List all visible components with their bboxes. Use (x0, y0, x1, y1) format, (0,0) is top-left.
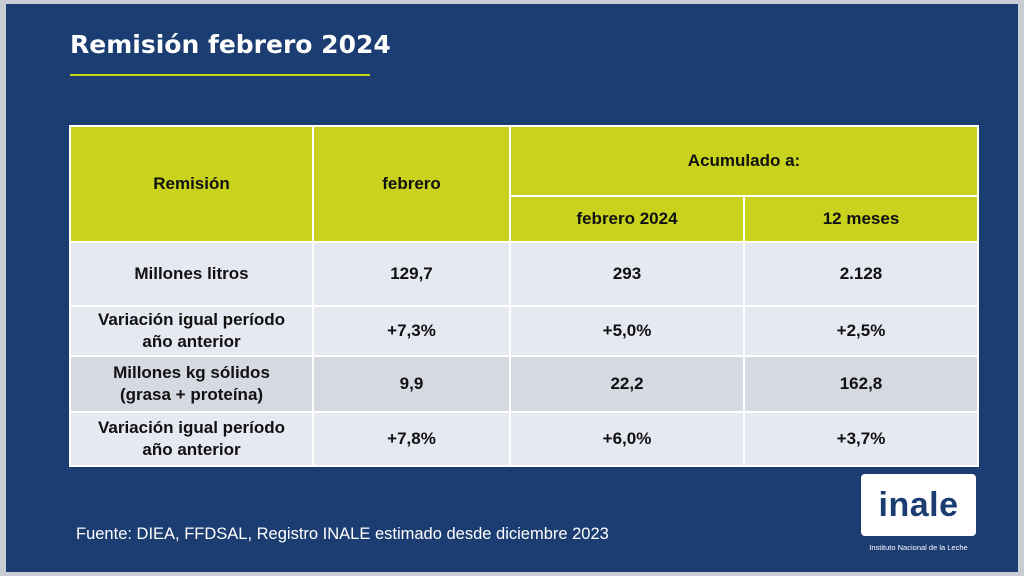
row-label: Variación igual período año anterior (69, 411, 314, 467)
header-febrero-2024: febrero 2024 (509, 195, 745, 243)
row-label-line1: Variación igual período (97, 418, 286, 437)
slide: Remisión febrero 2024 Remisión febrero A… (6, 4, 1018, 572)
row-label-line1: Variación igual período (97, 310, 286, 329)
table-row: Variación igual período año anterior +7,… (69, 411, 979, 467)
cell-febrero: +7,8% (312, 411, 511, 467)
header-acumulado: Acumulado a: (509, 125, 979, 197)
header-febrero: febrero (312, 125, 511, 243)
page-title: Remisión febrero 2024 (70, 30, 391, 59)
logo-wordmark: inale (878, 485, 959, 524)
table-row: Variación igual período año anterior +7,… (69, 305, 979, 357)
header-12-meses: 12 meses (743, 195, 979, 243)
cell-12-meses: +3,7% (743, 411, 979, 467)
cell-febrero-2024: +6,0% (509, 411, 745, 467)
source-footer: Fuente: DIEA, FFDSAL, Registro INALE est… (76, 525, 609, 543)
cell-12-meses: 162,8 (743, 355, 979, 413)
row-label: Millones litros (69, 241, 314, 307)
cell-febrero: 9,9 (312, 355, 511, 413)
cell-febrero-2024: 293 (509, 241, 745, 307)
logo-subtitle: Instituto Nacional de la Leche (869, 543, 968, 552)
inale-logo: inale (861, 474, 976, 536)
remision-table: Remisión febrero Acumulado a: febrero 20… (69, 125, 979, 467)
cell-febrero-2024: +5,0% (509, 305, 745, 357)
table-row: Millones kg sólidos (grasa + proteína) 9… (69, 355, 979, 413)
header-remision: Remisión (69, 125, 314, 243)
cell-febrero-2024: 22,2 (509, 355, 745, 413)
row-label-line2: (grasa + proteína) (119, 385, 264, 404)
cell-12-meses: 2.128 (743, 241, 979, 307)
table-row: Millones litros 129,7 293 2.128 (69, 241, 979, 307)
row-label: Variación igual período año anterior (69, 305, 314, 357)
cell-12-meses: +2,5% (743, 305, 979, 357)
row-label-line2: año anterior (142, 332, 241, 351)
cell-febrero: +7,3% (312, 305, 511, 357)
row-label: Millones kg sólidos (grasa + proteína) (69, 355, 314, 413)
row-label-line2: año anterior (142, 440, 241, 459)
title-underline (70, 74, 370, 76)
cell-febrero: 129,7 (312, 241, 511, 307)
row-label-line1: Millones kg sólidos (113, 363, 270, 382)
row-label-line1: Millones litros (134, 264, 249, 283)
